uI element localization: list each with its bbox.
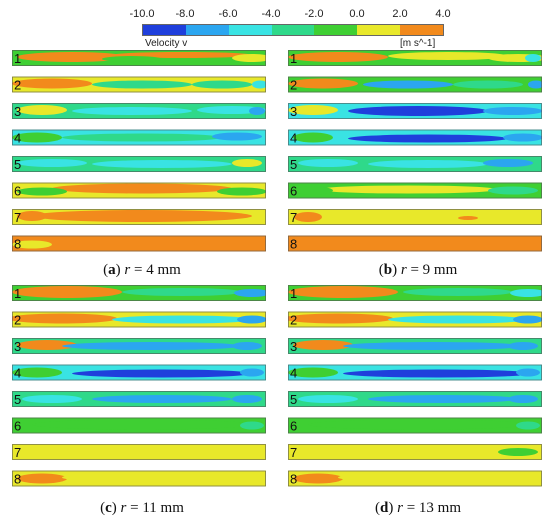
legend-tick: -10.0: [129, 8, 155, 20]
contour-strip: 3: [12, 338, 266, 354]
strip-label: 4: [290, 366, 297, 381]
contour-strip: 1: [288, 50, 542, 66]
contour-strip: 7: [288, 209, 542, 225]
strip-label: 4: [14, 131, 21, 146]
strip-label: 2: [290, 78, 297, 93]
contour-strip: 4: [12, 129, 266, 146]
strip-label: 2: [290, 313, 297, 328]
contour-strip: 2: [288, 311, 542, 328]
contour-strips: 1 2 3 4 5 6 7 8: [12, 285, 266, 487]
legend-tick: 0.0: [349, 8, 365, 20]
legend-tick: -4.0: [261, 8, 281, 20]
strip-label: 6: [290, 184, 297, 199]
legend-tick: 4.0: [435, 8, 451, 20]
strip-label: 8: [14, 237, 21, 252]
contour-strip: 7: [12, 444, 266, 460]
contour-strip: 1: [12, 285, 266, 301]
strip-label: 7: [290, 210, 297, 225]
legend-unit: [m s^-1]: [400, 38, 436, 49]
contour-strip: 7: [12, 209, 266, 225]
strip-label: 7: [14, 210, 21, 225]
strip-label: 5: [290, 157, 297, 172]
contour-strip: 2: [12, 76, 266, 93]
strip-label: 6: [14, 184, 21, 199]
legend-color-bar: [142, 24, 444, 36]
contour-strip: 2: [288, 76, 542, 93]
contour-strips: 1 2 3 4 5 6 7 8: [12, 50, 266, 252]
panel-a: 1 2 3 4 5 6 7 8: [12, 50, 272, 262]
legend-tick: -8.0: [175, 8, 195, 20]
caption-a: (a) r = 4 mm: [103, 262, 181, 278]
strip-label: 6: [14, 419, 21, 434]
strip-label: 6: [290, 419, 297, 434]
strip-label: 5: [14, 392, 21, 407]
strip-label: 4: [14, 366, 21, 381]
contour-strip: 6: [288, 182, 542, 199]
legend-swatch: [228, 25, 272, 35]
contour-strips: 1 2 3 4 5 6 7 8: [288, 50, 542, 252]
contour-strip: 8: [12, 470, 266, 487]
strip-label: 7: [14, 445, 21, 460]
caption-b: (b) r = 9 mm: [378, 262, 458, 278]
contour-strip: 4: [288, 364, 542, 381]
contour-strip: 2: [12, 311, 266, 328]
strip-label: 8: [290, 237, 297, 252]
panel-b: 1 2 3 4 5 6 7 8: [288, 50, 548, 262]
contour-strip: 3: [288, 103, 542, 119]
strip-label: 1: [14, 286, 21, 301]
legend-tick: -6.0: [218, 8, 238, 20]
contour-strip: 7: [288, 444, 542, 460]
legend-swatch: [271, 25, 315, 35]
legend-swatch: [314, 25, 358, 35]
contour-strip: 1: [288, 285, 542, 301]
contour-strip: 4: [288, 129, 542, 146]
contour-strip: 3: [288, 338, 542, 354]
legend-swatch: [143, 25, 186, 35]
strip-label: 1: [290, 286, 297, 301]
contour-strip: 3: [12, 103, 266, 119]
contour-strip: 1: [12, 50, 266, 66]
strip-label: 3: [290, 104, 297, 119]
legend-tick: 2.0: [392, 8, 408, 20]
contour-strip: 5: [288, 156, 542, 172]
strip-label: 8: [290, 472, 297, 487]
strip-label: 2: [14, 78, 21, 93]
contour-strips: 1 2 3 4 5 6 7 8: [288, 285, 542, 487]
contour-strip: 4: [12, 364, 266, 381]
strip-label: 5: [290, 392, 297, 407]
contour-strip: 5: [12, 156, 266, 172]
strip-label: 5: [14, 157, 21, 172]
strip-label: 4: [290, 131, 297, 146]
strip-label: 1: [14, 51, 21, 66]
contour-strip: 8: [288, 235, 542, 252]
legend-swatch: [400, 25, 444, 35]
contour-strip: 5: [12, 391, 266, 407]
caption-c: (c) r = 11 mm: [100, 500, 184, 516]
panel-d: 1 2 3 4 5 6 7 8: [288, 285, 548, 497]
legend-swatch: [357, 25, 401, 35]
contour-strip: 6: [288, 417, 542, 434]
contour-strip: 8: [288, 470, 542, 487]
legend-tick: -2.0: [304, 8, 324, 20]
caption-d: (d) r = 13 mm: [375, 500, 461, 516]
legend-swatch: [185, 25, 229, 35]
panel-c: 1 2 3 4 5 6 7 8: [12, 285, 272, 497]
strip-label: 1: [290, 51, 297, 66]
legend-title: Velocity v: [145, 38, 188, 49]
strip-label: 7: [290, 445, 297, 460]
contour-strip: 6: [12, 182, 266, 199]
strip-label: 2: [14, 313, 21, 328]
velocity-legend: -10.0 -8.0 -6.0 -4.0 -2.0 0.0 2.0 4.0 Ve…: [0, 0, 550, 50]
contour-strip: 8: [12, 235, 266, 252]
strip-label: 3: [290, 339, 297, 354]
contour-strip: 5: [288, 391, 542, 407]
strip-label: 3: [14, 104, 21, 119]
strip-label: 8: [14, 472, 21, 487]
strip-label: 3: [14, 339, 21, 354]
contour-strip: 6: [12, 417, 266, 434]
